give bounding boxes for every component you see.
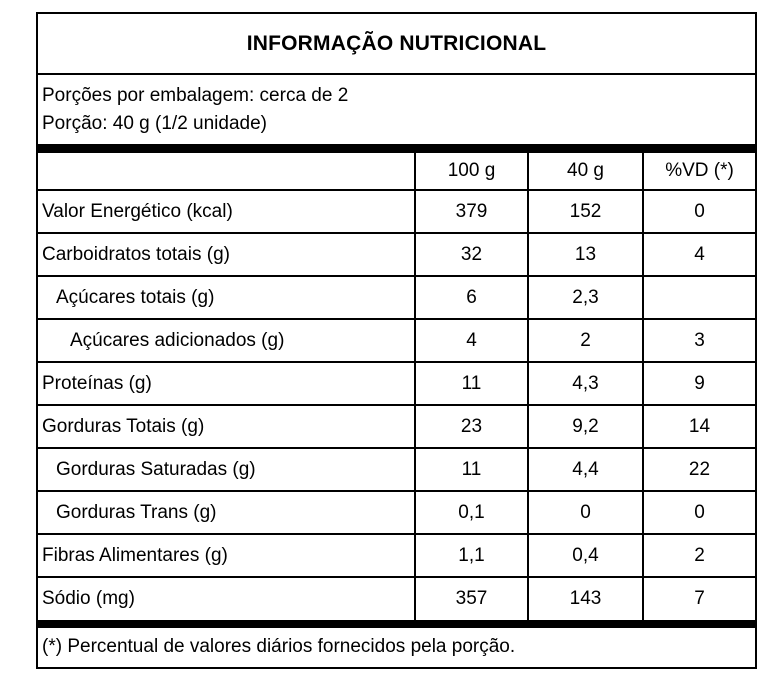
table-row: Valor Energético (kcal) 379 152 0	[37, 189, 756, 234]
nutrient-label: Açúcares totais (g)	[37, 275, 416, 320]
column-header-per-40g: 40 g	[527, 152, 644, 191]
value-per-40g: 9,2	[527, 404, 644, 449]
nutrient-label: Açúcares adicionados (g)	[37, 318, 416, 363]
value-per-40g: 143	[527, 576, 644, 621]
nutrient-label: Gorduras Trans (g)	[37, 490, 416, 535]
servings-per-package: Porções por embalagem: cerca de 2	[42, 85, 349, 106]
value-per-40g: 4,3	[527, 361, 644, 406]
value-percent-vd: 22	[642, 447, 756, 492]
nutrient-label: Gorduras Totais (g)	[37, 404, 416, 449]
nutrition-table-body: Valor Energético (kcal) 379 152 0 Carboidrat…	[37, 189, 756, 621]
value-percent-vd: 4	[642, 232, 756, 277]
table-row: Carboidratos totais (g) 32 13 4	[37, 232, 756, 277]
table-row: Gorduras Totais (g) 23 9,2 14	[37, 404, 756, 449]
value-percent-vd: 14	[642, 404, 756, 449]
nutrient-label: Fibras Alimentares (g)	[37, 533, 416, 578]
value-per-40g: 0,4	[527, 533, 644, 578]
value-percent-vd: 0	[642, 189, 756, 234]
table-header-row: 100 g 40 g %VD (*)	[37, 152, 756, 191]
value-percent-vd: 9	[642, 361, 756, 406]
value-per-40g: 152	[527, 189, 644, 234]
value-percent-vd	[642, 275, 756, 320]
value-per-40g: 4,4	[527, 447, 644, 492]
nutrition-label-title: INFORMAÇÃO NUTRICIONAL	[38, 14, 755, 75]
table-row: Proteínas (g) 11 4,3 9	[37, 361, 756, 406]
value-per-100g: 0,1	[414, 490, 529, 535]
column-header-percent-vd: %VD (*)	[642, 152, 756, 191]
value-per-100g: 11	[414, 447, 529, 492]
value-percent-vd: 2	[642, 533, 756, 578]
value-per-100g: 32	[414, 232, 529, 277]
nutrient-label: Proteínas (g)	[37, 361, 416, 406]
table-row: Fibras Alimentares (g) 1,1 0,4 2	[37, 533, 756, 578]
table-row: Gorduras Trans (g) 0,1 0 0	[37, 490, 756, 535]
value-per-100g: 379	[414, 189, 529, 234]
value-per-100g: 6	[414, 275, 529, 320]
table-row: Sódio (mg) 357 143 7	[37, 576, 756, 621]
table-row: Açúcares adicionados (g) 4 2 3	[37, 318, 756, 363]
table-row: Açúcares totais (g) 6 2,3	[37, 275, 756, 320]
serving-size: Porção: 40 g (1/2 unidade)	[42, 113, 267, 134]
value-per-100g: 4	[414, 318, 529, 363]
value-per-40g: 2,3	[527, 275, 644, 320]
value-percent-vd: 3	[642, 318, 756, 363]
value-percent-vd: 0	[642, 490, 756, 535]
value-per-100g: 357	[414, 576, 529, 621]
value-per-100g: 23	[414, 404, 529, 449]
column-header-per-100g: 100 g	[414, 152, 529, 191]
footnote: (*) Percentual de valores diários fornec…	[38, 620, 755, 667]
table-row: Gorduras Saturadas (g) 11 4,4 22	[37, 447, 756, 492]
value-per-40g: 2	[527, 318, 644, 363]
nutrient-label: Valor Energético (kcal)	[37, 189, 416, 234]
nutrient-label: Sódio (mg)	[37, 576, 416, 621]
value-percent-vd: 7	[642, 576, 756, 621]
serving-info: Porções por embalagem: cerca de 2 Porção…	[38, 75, 755, 153]
value-per-40g: 13	[527, 232, 644, 277]
nutrient-label: Gorduras Saturadas (g)	[37, 447, 416, 492]
value-per-100g: 1,1	[414, 533, 529, 578]
nutrition-label: INFORMAÇÃO NUTRICIONAL Porções por embal…	[36, 12, 757, 669]
value-per-100g: 11	[414, 361, 529, 406]
column-header-nutrient	[37, 152, 416, 191]
nutrient-label: Carboidratos totais (g)	[37, 232, 416, 277]
nutrition-table: 100 g 40 g %VD (*) Valor Energético (kca…	[37, 152, 756, 621]
value-per-40g: 0	[527, 490, 644, 535]
